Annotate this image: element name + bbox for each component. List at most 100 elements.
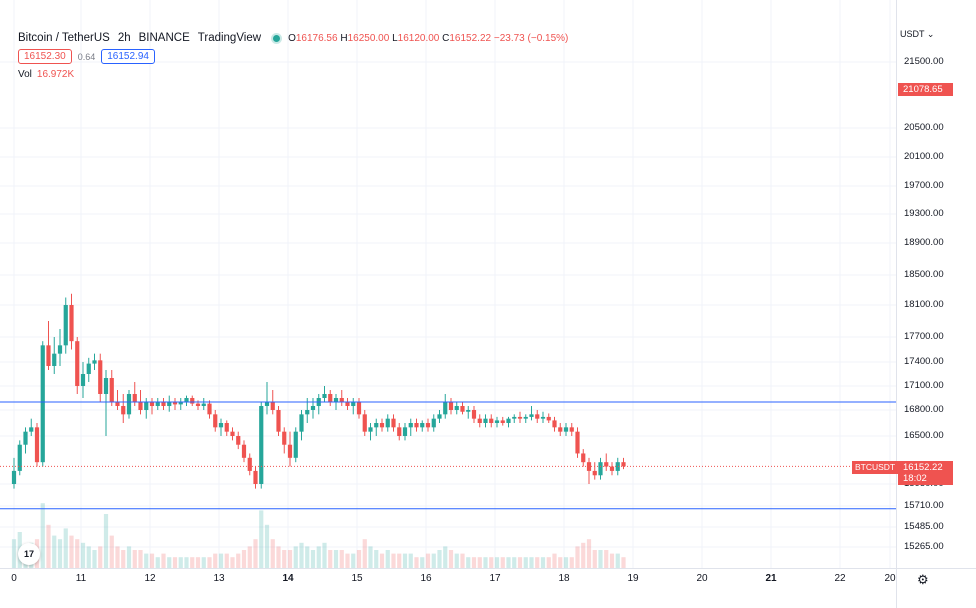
time-tick-label: 22 — [834, 573, 846, 584]
price-tick-label: 15710.00 — [904, 500, 944, 511]
chart-pane[interactable] — [0, 0, 896, 568]
price-axis[interactable]: USDT ⌄ 21500.00 20500.00 20100.00 19700.00 1… — [896, 0, 976, 568]
candle-body — [184, 398, 189, 402]
volume-bar — [466, 557, 471, 568]
candle-body — [592, 470, 597, 476]
volume-bar — [552, 553, 557, 568]
price-tick-label: 17400.00 — [904, 356, 944, 367]
candle-body — [351, 402, 356, 406]
tradingview-logo[interactable]: 17 — [18, 543, 40, 565]
volume-bar — [431, 553, 436, 568]
candle-body — [615, 462, 620, 471]
candle-body — [46, 345, 51, 366]
candle-body — [80, 374, 86, 386]
price-tick-label: 17100.00 — [904, 380, 944, 391]
candle-body — [489, 418, 494, 423]
volume-bar — [586, 539, 592, 568]
volume-bar — [236, 553, 241, 568]
time-tick-label: 12 — [144, 573, 156, 584]
candle-body — [310, 406, 316, 410]
bid-ask-row: 16152.30 0.64 16152.94 — [18, 49, 568, 64]
candle-body — [604, 462, 609, 467]
candle-body — [569, 427, 574, 432]
candle-body — [247, 457, 252, 471]
candle-body — [506, 418, 511, 423]
volume-bar — [213, 553, 218, 568]
volume-bar — [420, 557, 425, 568]
candle-body — [155, 402, 160, 406]
volume-bar — [305, 546, 310, 568]
symbol-name[interactable]: Bitcoin / TetherUS — [18, 32, 110, 44]
candle-body — [477, 418, 482, 423]
high-key: H — [340, 32, 348, 44]
volume-bar — [63, 528, 68, 568]
sell-price-button[interactable]: 16152.30 — [18, 49, 72, 64]
currency-label: USDT — [900, 29, 925, 39]
candlestick-chart[interactable] — [0, 0, 896, 568]
candle-body — [109, 378, 114, 402]
candle-body — [34, 427, 40, 463]
candle-body — [431, 418, 436, 428]
volume-bar — [11, 539, 17, 568]
candle-body — [201, 403, 206, 406]
volume-bar — [351, 553, 356, 568]
time-tick-label: 15 — [351, 573, 363, 584]
legend-title-row: Bitcoin / TetherUS 2h BINANCE TradingVie… — [18, 31, 568, 45]
candle-body — [575, 431, 580, 454]
volume-bar — [115, 546, 120, 568]
volume-bar — [98, 546, 103, 568]
price-tick-label: 18900.00 — [904, 237, 944, 248]
price-tick-label: 20500.00 — [904, 122, 944, 133]
candle-body — [523, 416, 528, 419]
volume-bar — [563, 557, 569, 568]
candle-body — [69, 305, 74, 342]
candle-body — [621, 462, 626, 467]
volume-bar — [523, 557, 528, 568]
volume-bar — [558, 557, 563, 568]
volume-bar — [201, 557, 206, 568]
gear-icon[interactable]: ⚙ — [917, 572, 929, 587]
candle-body — [241, 444, 247, 458]
time-axis[interactable]: 0 11 12 13 14 15 16 17 18 19 20 21 22 20 — [0, 568, 896, 608]
volume-bar — [109, 535, 114, 568]
candle-body — [420, 423, 425, 428]
price-tick-label: 19300.00 — [904, 208, 944, 219]
price-tick-label: 15265.00 — [904, 541, 944, 552]
time-tick-label: 20 — [696, 573, 708, 584]
volume-bar — [282, 550, 287, 568]
candle-body — [328, 394, 333, 402]
volume-bar — [471, 557, 477, 568]
interval-label[interactable]: 2h — [117, 32, 131, 44]
price-tick-label: 19700.00 — [904, 180, 944, 191]
volume-bar — [172, 557, 178, 568]
candle-body — [264, 402, 270, 406]
volume-bar — [402, 553, 408, 568]
volume-bar — [178, 557, 183, 568]
candle-body — [172, 402, 178, 405]
volume-bar — [144, 553, 149, 568]
volume-legend[interactable]: Vol 16.972K — [18, 69, 568, 80]
price-tick-label: 16800.00 — [904, 404, 944, 415]
volume-bar — [397, 553, 402, 568]
ohlc-values: O16176.56 H16250.00 L16120.00 C16152.22 … — [288, 33, 568, 44]
candle-body — [161, 402, 166, 406]
time-tick-label: 14 — [282, 573, 294, 584]
candle-body — [581, 453, 586, 463]
chart-settings[interactable]: ⚙ — [896, 568, 976, 608]
open-key: O — [288, 32, 296, 44]
buy-price-button[interactable]: 16152.94 — [101, 49, 155, 64]
volume-bar — [40, 503, 45, 568]
volume-bar — [477, 557, 482, 568]
candle-body — [517, 416, 523, 419]
volume-bar — [391, 553, 396, 568]
change-value: −23.73 (−0.15%) — [493, 32, 569, 44]
low-key: L — [392, 32, 398, 44]
volume-bar — [385, 550, 390, 568]
time-tick-label: 17 — [489, 573, 501, 584]
volume-label: Vol — [18, 69, 32, 80]
volume-bar — [264, 524, 270, 568]
currency-selector[interactable]: USDT ⌄ — [900, 29, 934, 40]
volume-bar — [437, 550, 442, 568]
volume-bar — [540, 557, 546, 568]
candle-body — [374, 423, 379, 428]
